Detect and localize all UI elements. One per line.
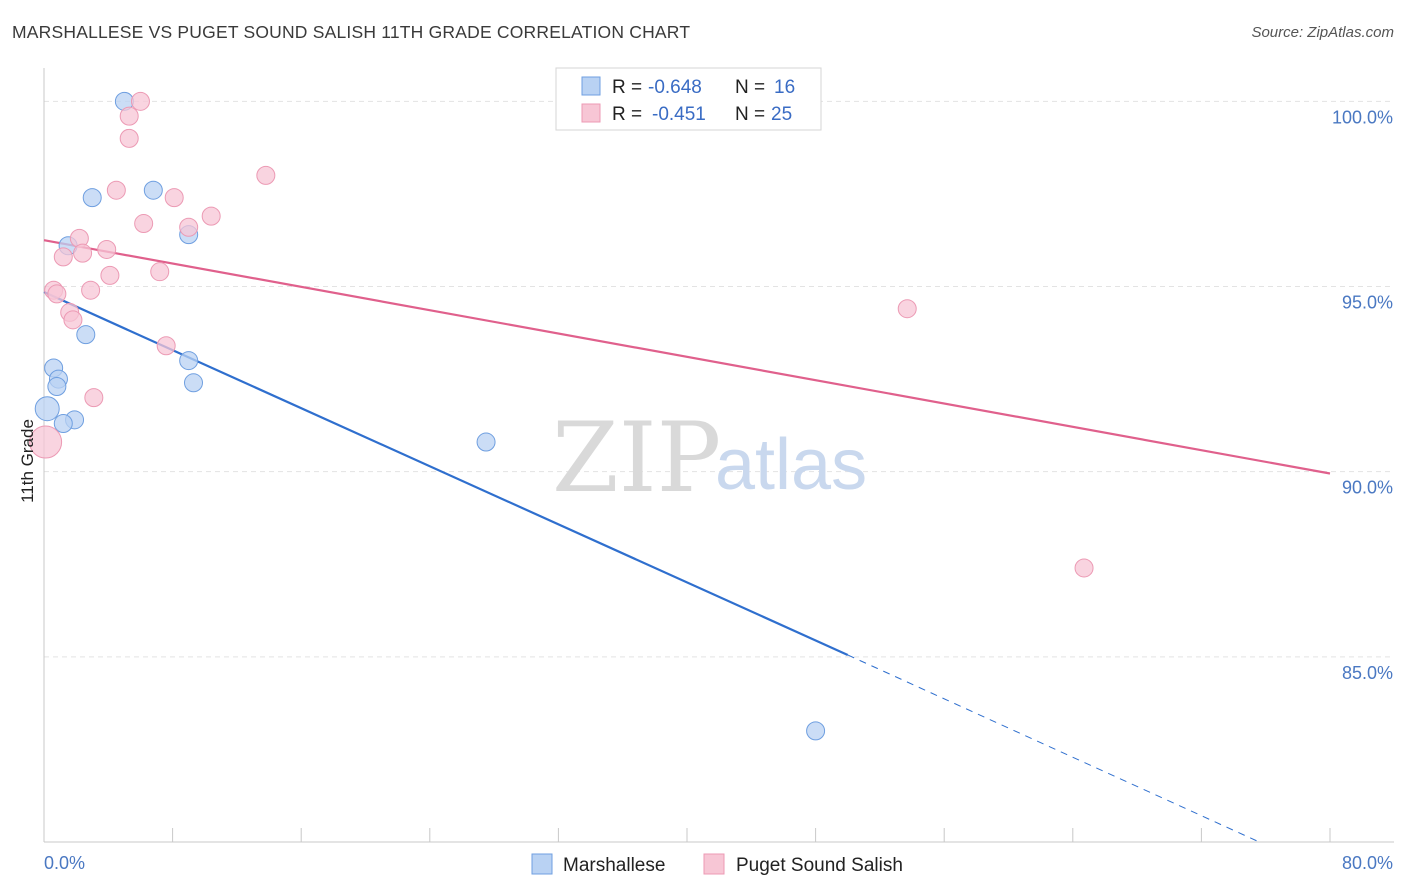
- point-puget-sound-salish-6: [201, 206, 221, 226]
- point-puget-sound-salish-24: [1074, 558, 1094, 578]
- point-marshallese-9: [47, 376, 67, 396]
- series-legend: Marshallese Puget Sound Salish: [531, 853, 903, 876]
- series-legend-swatch-marshallese: [531, 853, 553, 875]
- point-marshallese-14: [476, 432, 496, 452]
- point-puget-sound-salish-10: [97, 239, 117, 259]
- point-puget-sound-salish-11: [73, 243, 93, 263]
- point-marshallese-10: [183, 373, 203, 393]
- point-puget-sound-salish-8: [179, 217, 199, 237]
- series-legend-label-puget-sound-salish: Puget Sound Salish: [736, 855, 903, 876]
- y-tick-labels: 100.0% 95.0% 90.0% 85.0%: [1332, 107, 1393, 683]
- point-puget-sound-salish-13: [150, 262, 170, 282]
- y-axis-label: 11th Grade: [18, 419, 37, 503]
- point-puget-sound-salish-16: [81, 280, 101, 300]
- point-puget-sound-salish-0: [130, 91, 150, 111]
- point-puget-sound-salish-17: [47, 284, 67, 304]
- point-marshallese-2: [82, 188, 102, 208]
- watermark: ZIP atlas: [552, 402, 867, 514]
- y-tick-label-3: 85.0%: [1342, 663, 1393, 683]
- y-tick-label-2: 90.0%: [1342, 478, 1393, 498]
- legend-n-value-1: 16: [774, 77, 795, 98]
- point-puget-sound-salish-7: [134, 214, 154, 234]
- legend-n-value-2: 25: [771, 104, 792, 125]
- stats-legend: R = -0.648 N = 16 R = -0.451 N = 25: [555, 67, 822, 131]
- x-tick-label-left: 0.0%: [44, 853, 85, 873]
- point-puget-sound-salish-2: [119, 128, 139, 148]
- point-puget-sound-salish-4: [106, 180, 126, 200]
- point-puget-sound-salish-3: [256, 165, 276, 185]
- point-puget-sound-salish-23: [29, 425, 63, 459]
- point-marshallese-1: [143, 180, 163, 200]
- source-label: Source: ZipAtlas.com: [1251, 24, 1394, 41]
- y-tick-label-0: 100.0%: [1332, 107, 1393, 127]
- chart-title: MARSHALLESE VS PUGET SOUND SALISH 11TH G…: [12, 22, 691, 42]
- legend-r-value-2: -0.451: [652, 104, 706, 125]
- point-puget-sound-salish-20: [897, 299, 917, 319]
- series-legend-swatch-puget-sound-salish: [703, 853, 725, 875]
- point-puget-sound-salish-12: [53, 247, 73, 267]
- point-puget-sound-salish-21: [156, 336, 176, 356]
- data-points: [29, 91, 1094, 741]
- legend-r-value-1: -0.648: [648, 77, 702, 98]
- legend-r-label-2: R =: [612, 104, 642, 125]
- y-tick-label-1: 95.0%: [1342, 292, 1393, 312]
- point-marshallese-6: [179, 351, 199, 371]
- point-marshallese-13: [53, 414, 73, 434]
- point-marshallese-15: [806, 721, 826, 741]
- legend-swatch-marshallese: [581, 76, 601, 96]
- watermark-zip: ZIP: [552, 402, 721, 514]
- grid-lines: [44, 100, 1394, 658]
- point-marshallese-11: [34, 396, 60, 422]
- x-tick-label-right: 80.0%: [1342, 853, 1393, 873]
- point-puget-sound-salish-22: [84, 388, 104, 408]
- point-puget-sound-salish-5: [164, 188, 184, 208]
- trend-line-1: [43, 239, 1331, 475]
- trend-lines: [43, 239, 1331, 843]
- series-legend-label-marshallese: Marshallese: [563, 855, 665, 876]
- point-marshallese-5: [76, 325, 96, 345]
- trend-line-0: [43, 291, 849, 656]
- watermark-atlas: atlas: [715, 425, 867, 505]
- legend-r-label-1: R =: [612, 77, 642, 98]
- point-puget-sound-salish-19: [63, 310, 83, 330]
- point-puget-sound-salish-14: [100, 265, 120, 285]
- legend-n-label-1: N =: [735, 77, 765, 98]
- trend-line-extension-0: [847, 654, 1260, 843]
- point-puget-sound-salish-1: [119, 106, 139, 126]
- legend-n-label-2: N =: [735, 104, 765, 125]
- legend-swatch-puget-sound-salish: [581, 103, 601, 123]
